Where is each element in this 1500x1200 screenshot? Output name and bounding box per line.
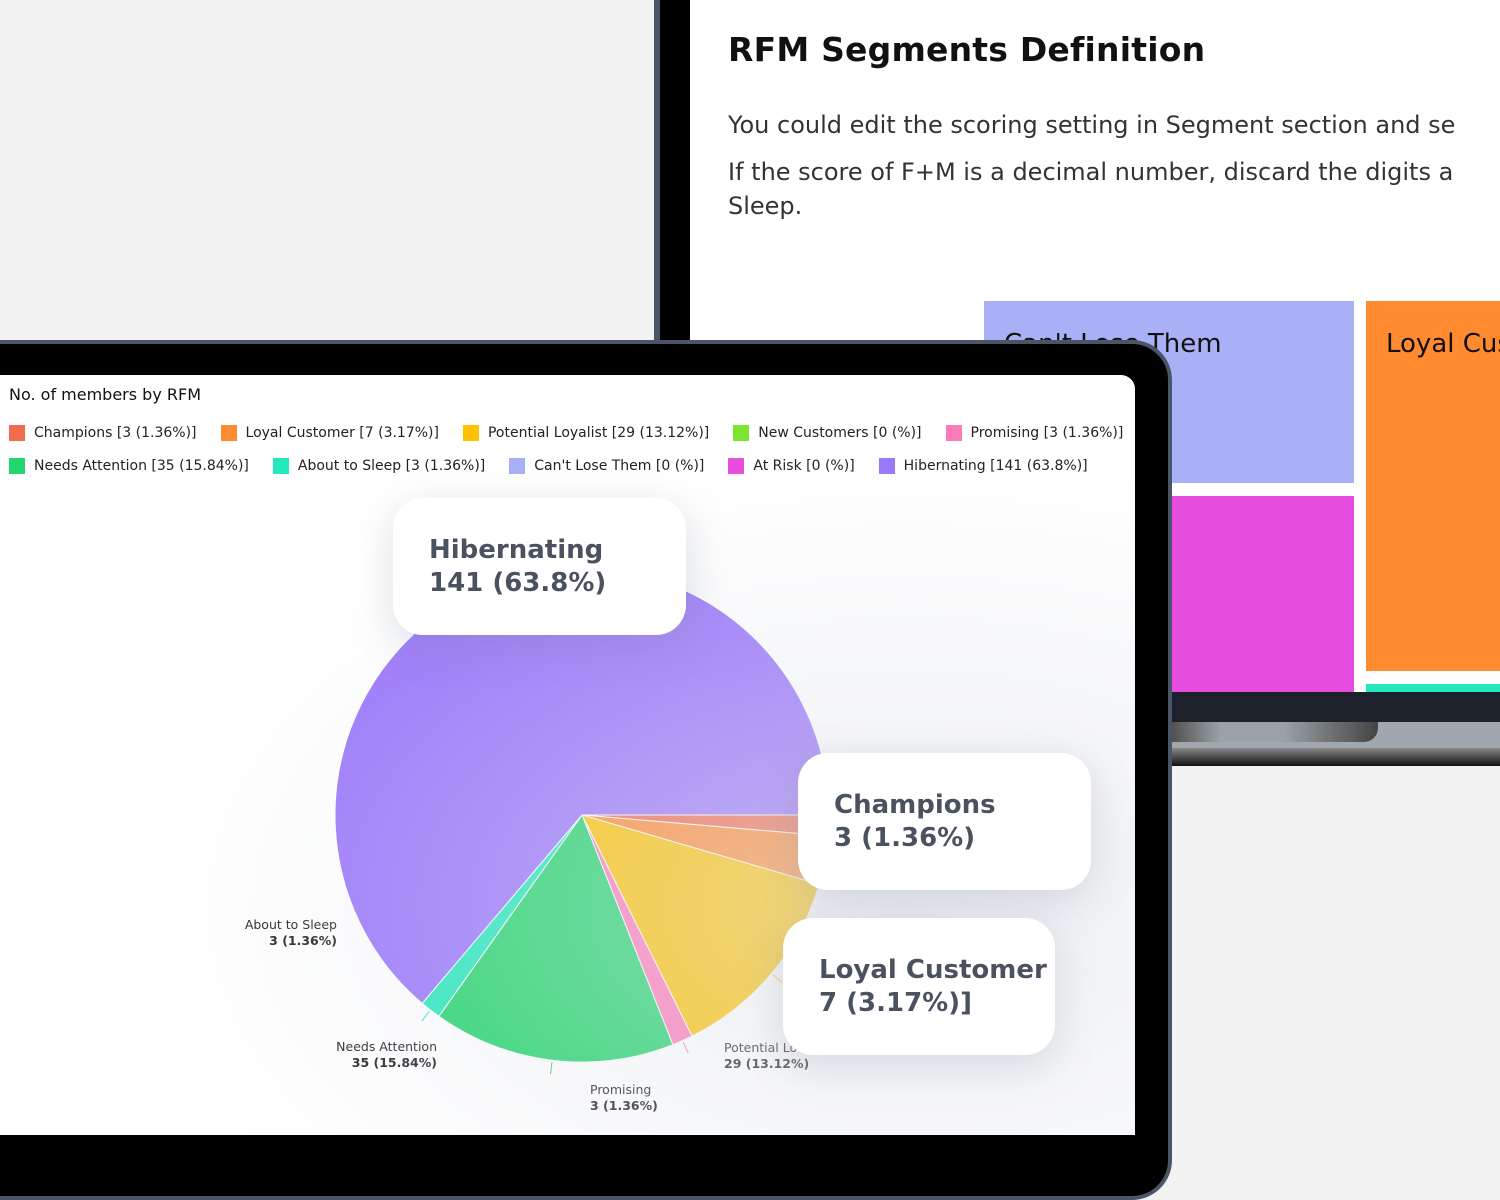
legend-item[interactable]: Promising [3 (1.36%)]	[945, 425, 1124, 441]
background-panel	[0, 0, 655, 345]
data-label-name: Potential Lo	[724, 1040, 798, 1055]
segments-title: RFM Segments Definition	[728, 30, 1206, 69]
legend-label: New Customers [0 (%)]	[758, 425, 922, 441]
callout-title: Loyal Customer	[819, 955, 1047, 985]
legend-row: Needs Attention [35 (15.84%)] About to Sl…	[9, 458, 1112, 474]
segments-description-3: Sleep.	[728, 192, 803, 220]
legend-label: Champions [3 (1.36%)]	[34, 425, 197, 441]
data-label-name: Needs Attention	[336, 1039, 437, 1054]
legend-item[interactable]: Champions [3 (1.36%)]	[9, 425, 197, 441]
legend-item[interactable]: Hibernating [141 (63.8%)]	[878, 458, 1088, 474]
legend-swatch	[945, 425, 962, 441]
laptop-hinge-notch	[1168, 722, 1378, 742]
legend-item[interactable]: Needs Attention [35 (15.84%)]	[9, 458, 249, 474]
data-label-value: 3 (1.36%)	[269, 933, 337, 948]
leader-line	[682, 1042, 689, 1054]
callout-title: Hibernating	[429, 535, 604, 565]
legend-label: Promising [3 (1.36%)]	[970, 425, 1124, 441]
segment-tile-label: Loyal Cus	[1386, 329, 1500, 359]
legend-swatch	[9, 425, 25, 441]
legend-label: Hibernating [141 (63.8%)]	[903, 458, 1088, 474]
legend-item[interactable]: New Customers [0 (%)]	[733, 425, 922, 441]
legend-item[interactable]: Can't Lose Them [0 (%)]	[509, 458, 704, 474]
data-label-value: 29 (13.12%)	[724, 1056, 810, 1071]
callout-hibernating: Hibernating 141 (63.8%)	[393, 498, 686, 635]
laptop-base	[1168, 748, 1500, 766]
legend-swatch	[272, 458, 289, 474]
pie-chart	[334, 567, 843, 1075]
legend-label: About to Sleep [3 (1.36%)]	[297, 458, 486, 474]
legend-item[interactable]: About to Sleep [3 (1.36%)]	[272, 458, 486, 474]
callout-value: 141 (63.8%)	[429, 568, 607, 598]
chart-title: No. of members by RFM	[9, 385, 202, 404]
callout-title: Champions	[834, 790, 996, 820]
legend-item[interactable]: Potential Loyalist [29 (13.12%)]	[462, 425, 710, 441]
legend-label: Needs Attention [35 (15.84%)]	[34, 458, 249, 474]
leader-line	[550, 1062, 553, 1075]
legend-swatch	[509, 458, 526, 474]
data-label-name: Promising	[590, 1082, 652, 1097]
legend-row: Champions [3 (1.36%)] Loyal Customer [7 (…	[9, 425, 1135, 441]
legend-label: Loyal Customer [7 (3.17%)]	[245, 425, 439, 441]
legend-label: At Risk [0 (%)]	[753, 458, 855, 474]
pie-slice-potential-loyalist[interactable]	[581, 814, 820, 1037]
legend-swatch	[733, 425, 750, 441]
callout-value: 7 (3.17%)]	[819, 988, 972, 1018]
legend-swatch	[9, 458, 25, 474]
data-label-needs-attention: Needs Attention 35 (15.84%)	[330, 1039, 437, 1071]
segments-description-2: If the score of F+M is a decimal number,…	[728, 158, 1454, 186]
data-label-potential-loyalist: Potential Lo 29 (13.12%)	[724, 1040, 809, 1072]
data-label-about-to-sleep: About to Sleep 3 (1.36%)	[243, 917, 337, 949]
segments-description-1: You could edit the scoring setting in Se…	[728, 111, 1456, 139]
callout-value: 3 (1.36%)	[834, 823, 976, 853]
leader-line	[421, 1011, 430, 1022]
data-label-promising: Promising 3 (1.36%)	[590, 1082, 658, 1114]
legend-swatch	[878, 458, 895, 474]
legend-swatch	[728, 458, 745, 474]
segment-tile-about-to-sleep[interactable]	[1366, 684, 1500, 692]
laptop-bottom-bezel	[1168, 692, 1500, 722]
legend-item[interactable]: Loyal Customer [7 (3.17%)]	[220, 425, 439, 441]
pie-slice-needs-attention[interactable]	[438, 813, 674, 1063]
legend-swatch	[462, 425, 479, 441]
segment-tile-loyal-customer[interactable]: Loyal Cus	[1366, 301, 1500, 671]
leader-line	[772, 974, 783, 983]
data-label-value: 35 (15.84%)	[351, 1055, 437, 1070]
legend-label: Potential Loyalist [29 (13.12%)]	[487, 425, 710, 441]
callout-champions: Champions 3 (1.36%)	[798, 753, 1091, 890]
legend-label: Can't Lose Them [0 (%)]	[534, 458, 705, 474]
data-label-value: 3 (1.36%)	[590, 1098, 658, 1113]
legend-item[interactable]: At Risk [0 (%)]	[728, 458, 855, 474]
data-label-name: About to Sleep	[244, 917, 337, 932]
callout-loyal-customer: Loyal Customer 7 (3.17%)]	[783, 918, 1055, 1055]
laptop-bezel-edge	[654, 0, 660, 345]
legend-swatch	[220, 425, 237, 441]
